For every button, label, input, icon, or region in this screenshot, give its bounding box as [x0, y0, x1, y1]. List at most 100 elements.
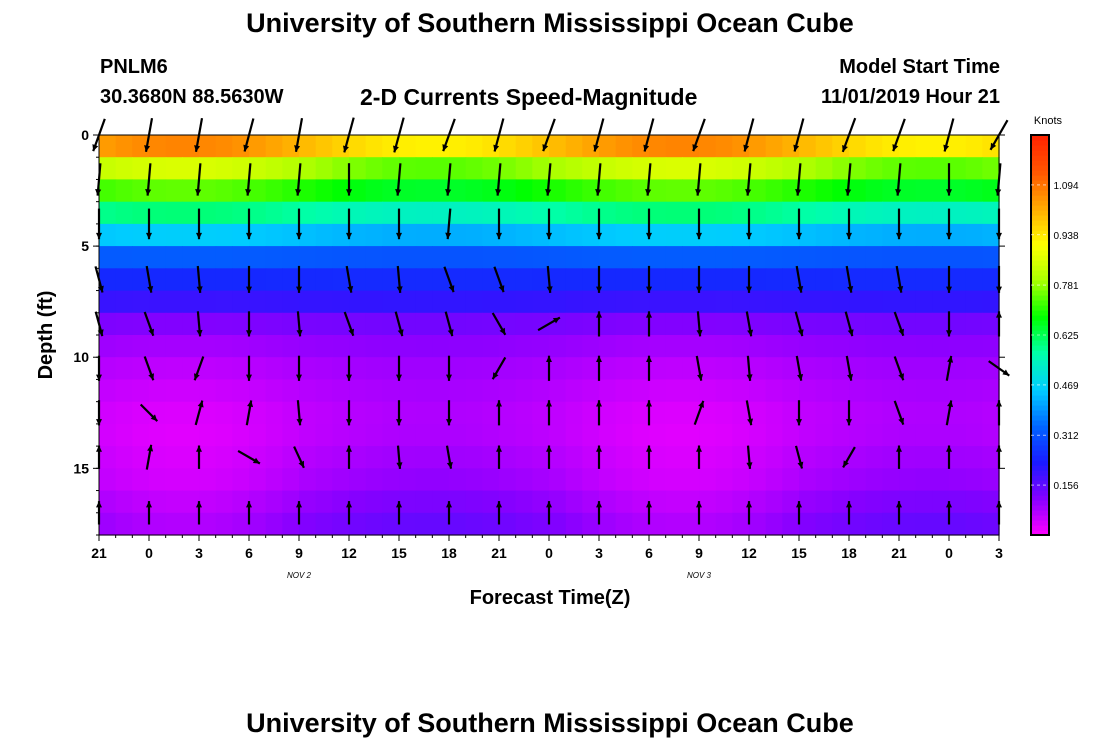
vector-head — [696, 445, 702, 452]
vector-head — [645, 189, 652, 196]
heatmap-cell — [349, 335, 367, 358]
current-vector — [143, 356, 155, 381]
heatmap-cell — [349, 179, 367, 203]
current-vector — [746, 208, 752, 240]
heatmap-cell — [299, 135, 317, 158]
heatmap-cell — [749, 157, 767, 180]
current-vector — [695, 163, 702, 196]
heatmap-cell — [165, 179, 183, 203]
current-vector — [646, 355, 652, 381]
footer-title: University of Southern Mississippi Ocean… — [246, 708, 854, 738]
heatmap-cell — [265, 135, 283, 158]
heatmap-cell — [682, 468, 700, 492]
current-vector — [145, 265, 154, 293]
heatmap-cell — [549, 157, 567, 180]
heatmap-cell — [749, 468, 767, 492]
heatmap-cell — [715, 468, 733, 492]
heatmap-cell — [599, 223, 617, 247]
heatmap-cell — [332, 401, 350, 425]
heatmap-cell — [782, 401, 800, 425]
heatmap-cell — [282, 335, 300, 358]
heatmap-cell — [332, 468, 350, 492]
heatmap-cell — [782, 312, 800, 336]
current-vector — [139, 403, 159, 422]
heatmap-cell — [232, 423, 250, 447]
heatmap-cell — [782, 135, 800, 158]
vector-head — [495, 189, 502, 196]
heatmap-cell — [932, 290, 950, 314]
heatmap-cell — [932, 268, 950, 292]
heatmap-cell — [449, 135, 467, 158]
heatmap-cell — [182, 401, 200, 425]
heatmap-cell — [132, 290, 150, 314]
heatmap-cell — [599, 490, 617, 514]
heatmap-cell — [815, 401, 833, 425]
heatmap-cell — [349, 490, 367, 514]
heatmap-cell — [515, 401, 533, 425]
heatmap-cell — [232, 512, 250, 536]
heatmap-cell — [265, 357, 283, 380]
heatmap-cell — [265, 157, 283, 180]
heatmap-cell — [915, 401, 933, 425]
heatmap-cell — [632, 357, 650, 380]
vector-head — [947, 400, 954, 408]
heatmap-cell — [882, 135, 900, 158]
heatmap-cell — [949, 157, 967, 180]
heatmap-cell — [799, 335, 817, 358]
heatmap-cell — [732, 379, 750, 403]
heatmap-cell — [599, 179, 617, 203]
vector-head — [446, 462, 453, 469]
heatmap-cell — [432, 157, 450, 180]
heatmap-cell — [332, 223, 350, 247]
heatmap-cell — [515, 512, 533, 536]
heatmap-cell — [799, 379, 817, 403]
heatmap-cell — [332, 512, 350, 536]
heatmap-cell — [849, 335, 867, 358]
heatmap-cell — [915, 268, 933, 292]
x-tick-label: 0 — [945, 545, 953, 561]
heatmap-cell — [265, 312, 283, 336]
heatmap-cell — [99, 135, 117, 158]
heatmap-cell — [832, 268, 850, 292]
heatmap-cell — [565, 379, 583, 403]
heatmap-cell — [249, 401, 267, 425]
heatmap-cell — [865, 401, 883, 425]
heatmap-cell — [565, 157, 583, 180]
vector-head — [196, 286, 203, 293]
heatmap-cell — [582, 446, 600, 469]
heatmap-cell — [915, 468, 933, 492]
heatmap-cell — [482, 357, 500, 380]
heatmap-cell — [182, 379, 200, 403]
heatmap-cell — [132, 379, 150, 403]
heatmap-cell — [215, 357, 233, 380]
heatmap-cell — [165, 268, 183, 292]
current-vector — [246, 265, 252, 293]
heatmap-cell — [832, 401, 850, 425]
vector-head — [294, 145, 301, 152]
heatmap-cell — [699, 423, 717, 447]
heatmap-cell — [865, 335, 883, 358]
heatmap-cell — [215, 246, 233, 269]
heatmap-cell — [749, 179, 767, 203]
vector-head — [846, 232, 852, 240]
heatmap-cell — [199, 446, 217, 469]
heatmap-cell — [815, 135, 833, 158]
heatmap-cell — [882, 401, 900, 425]
heatmap-cell — [882, 423, 900, 447]
heatmap-cell — [349, 201, 367, 225]
heatmap-cell — [882, 223, 900, 247]
colorbar-band — [1031, 300, 1049, 306]
colorbar-band — [1031, 140, 1049, 146]
heatmap-cell — [565, 335, 583, 358]
colorbar-band — [1031, 305, 1049, 311]
colorbar-band — [1031, 295, 1049, 301]
current-vector — [446, 355, 452, 381]
vector-head — [396, 419, 402, 426]
heatmap-cell — [315, 290, 333, 314]
colorbar-band — [1031, 510, 1049, 516]
heatmap-cell — [415, 135, 433, 158]
heatmap-cell — [249, 357, 267, 380]
heatmap-cell — [982, 246, 1000, 269]
colorbar-band — [1031, 340, 1049, 346]
heatmap-cell — [699, 246, 717, 269]
